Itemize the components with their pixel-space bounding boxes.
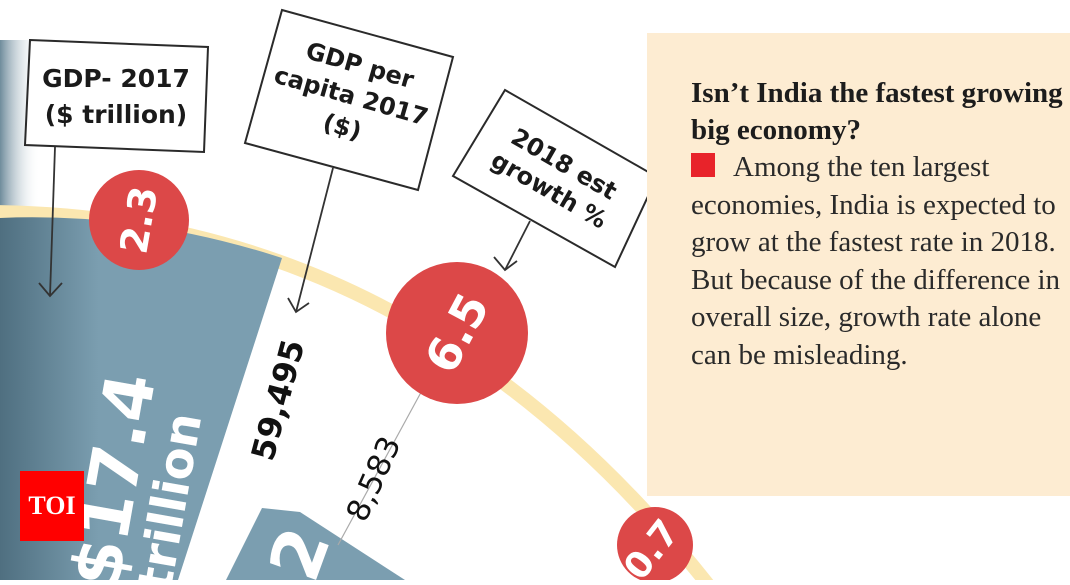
info-box: Isn’t India the fastest growing big econ… (647, 33, 1070, 496)
gdp-segment-2 (226, 508, 405, 580)
growth-bubble-1: 2.3 (89, 170, 189, 270)
bullet-square-icon (691, 153, 715, 177)
toi-logo: TOI (20, 471, 84, 541)
svg-text:GDP- 2017: GDP- 2017 (42, 64, 190, 93)
info-body: Among the ten largest economies, India i… (691, 149, 1066, 374)
callout-growth: 2018 est growth % (451, 88, 659, 272)
callout-per-capita: GDP per capita 2017 ($) (243, 8, 455, 314)
growth-bubble-2: 6.5 (386, 262, 528, 404)
growth-bubble-3: 0.7 (616, 507, 693, 585)
per-capita-value-1: 59,495 (244, 335, 313, 464)
arrow-down-icon (287, 297, 310, 314)
svg-text:($ trillion): ($ trillion) (45, 100, 187, 129)
callout-gdp: GDP- 2017 ($ trillion) (23, 38, 210, 298)
info-body-text: Among the ten largest economies, India i… (691, 151, 1061, 371)
arrow-down-icon (493, 256, 518, 272)
logo-text: TOI (28, 491, 76, 520)
info-title: Isn’t India the fastest growing big econ… (691, 77, 1063, 146)
arrow-down-icon (38, 282, 63, 298)
per-capita-value-2: 8,583 (340, 431, 409, 527)
connector-line (337, 384, 426, 546)
